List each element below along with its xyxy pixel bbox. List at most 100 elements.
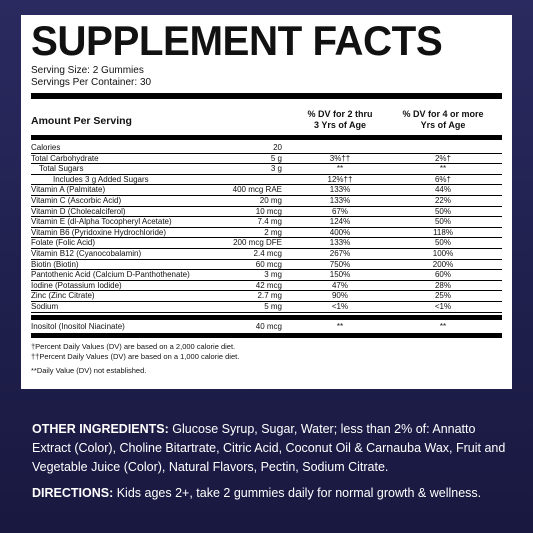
table-row: Vitamin A (Palmitate) 400 mcg RAE 133% 44%: [31, 185, 502, 196]
nutrient-dv-older: [384, 143, 502, 153]
nutrient-amount: 3 g: [270, 164, 282, 174]
nutrient-dv-older: <1%: [434, 301, 452, 311]
nutrient-amount: 3 mg: [264, 270, 282, 280]
footnote-double-dagger: ††Percent Daily Values (DV) are based on…: [31, 351, 240, 361]
nutrient-dv-kids: 133%: [329, 195, 351, 205]
nutrient-dv-kids: **: [336, 321, 344, 331]
nutrient-amount: 200 mcg DFE: [233, 238, 282, 248]
nutrient-dv-older: **: [439, 164, 447, 174]
table-header: Amount Per Serving % DV for 2 thru 3 Yrs…: [31, 101, 502, 135]
nutrient-dv-kids: 47%: [331, 280, 348, 290]
inositol-divider: [31, 314, 502, 320]
nutrient-name: Vitamin B12 (Cyanocobalamin): [31, 248, 142, 258]
nutrient-dv-older: 50%: [434, 217, 451, 227]
nutrient-dv-older: 22%: [434, 195, 451, 205]
nutrient-amount: 7.4 mg: [257, 217, 282, 227]
footnote-dagger: †Percent Daily Values (DV) are based on …: [31, 341, 236, 351]
nutrient-amount: [227, 175, 296, 185]
nutrient-table: Calories 20 Total Carbohydrate 5 g 3%†† 2%† To…: [31, 143, 502, 313]
nutrient-amount: 2.4 mcg: [253, 248, 282, 258]
table-row: Iodine (Potassium Iodide) 42 mcg 47% 28%: [31, 281, 502, 292]
nutrient-name: Vitamin B6 (Pyridoxine Hydrochloride): [31, 227, 167, 237]
nutrient-amount: 42 mcg: [255, 280, 282, 290]
table-row: Pantothenic Acid (Calcium D-Panthothenat…: [31, 270, 502, 281]
nutrient-name: Zinc (Zinc Citrate): [31, 291, 95, 301]
other-ingredients: OTHER INGREDIENTS: Glucose Syrup, Sugar,…: [32, 420, 507, 477]
nutrient-dv-kids: <1%: [331, 301, 349, 311]
nutrient-dv-kids: 133%: [329, 238, 351, 248]
nutrient-dv-kids: 3%††: [329, 153, 351, 163]
dv-kids-header: % DV for 2 thru 3 Yrs of Age: [307, 109, 373, 130]
nutrient-dv-older: 50%: [434, 238, 451, 248]
nutrient-name: Vitamin C (Ascorbic Acid): [31, 195, 122, 205]
table-row: Vitamin E (dl-Alpha Tocopheryl Acetate) 7…: [31, 217, 502, 228]
nutrient-dv-kids: 12%††: [327, 174, 353, 184]
nutrient-name: Sodium: [31, 301, 59, 311]
nutrient-name: Vitamin E (dl-Alpha Tocopheryl Acetate): [31, 217, 172, 227]
nutrient-name: Total Sugars: [39, 164, 84, 174]
nutrient-name: Pantothenic Acid (Calcium D-Panthothenat…: [31, 270, 190, 280]
nutrient-name: Inositol (Inositol Niacinate): [31, 321, 125, 331]
table-row: Vitamin D (Cholecalciferol) 10 mcg 67% 50%: [31, 207, 502, 218]
table-row: Calories 20: [31, 143, 502, 154]
table-row: Vitamin B6 (Pyridoxine Hydrochloride) 2 m…: [31, 228, 502, 239]
nutrient-dv-older: 60%: [434, 270, 451, 280]
nutrient-amount: 10 mcg: [255, 206, 282, 216]
supplement-facts-panel: SUPPLEMENT FACTS Serving Size: 2 Gummies…: [21, 15, 512, 389]
nutrient-amount: 60 mcg: [255, 259, 282, 269]
nutrient-name: Total Carbohydrate: [31, 153, 99, 163]
nutrient-name: Biotin (Biotin): [31, 259, 79, 269]
nutrient-dv-older: **: [439, 321, 447, 331]
table-row: Folate (Folic Acid) 200 mcg DFE 133% 50%: [31, 238, 502, 249]
nutrient-dv-older: 6%†: [434, 174, 451, 184]
table-row: Biotin (Biotin) 60 mcg 750% 200%: [31, 260, 502, 271]
nutrient-amount: 20: [273, 143, 282, 152]
panel-title: SUPPLEMENT FACTS: [31, 17, 443, 64]
nutrient-dv-kids: 750%: [329, 259, 351, 269]
nutrient-dv-older: 50%: [434, 206, 451, 216]
table-row: Zinc (Zinc Citrate) 2.7 mg 90% 25%: [31, 291, 502, 302]
nutrient-dv-older: 25%: [434, 291, 451, 301]
nutrient-amount: 5 g: [270, 153, 282, 163]
nutrient-dv-kids: 124%: [329, 217, 351, 227]
thick-divider: [31, 93, 502, 99]
nutrient-dv-kids: 90%: [331, 291, 348, 301]
nutrient-dv-older: 2%†: [434, 153, 451, 163]
nutrient-amount: 5 mg: [264, 301, 282, 311]
dv-older-header: % DV for 4 or more Yrs of Age: [402, 109, 484, 130]
nutrient-dv-older: 200%: [432, 259, 454, 269]
table-row: Sodium 5 mg <1% <1%: [31, 302, 502, 313]
nutrient-dv-kids: 400%: [329, 227, 351, 237]
table-row: Includes 3 g Added Sugars 12%†† 6%†: [31, 175, 502, 186]
nutrient-dv-older: 118%: [433, 227, 453, 237]
nutrient-name: Iodine (Potassium Iodide): [31, 280, 122, 290]
other-ingredients-label: OTHER INGREDIENTS:: [32, 422, 169, 436]
other-ingredients-text: Glucose Syrup, Sugar, Water; less than 2…: [32, 422, 506, 474]
serving-size: Serving Size: 2 Gummies: [31, 65, 144, 76]
nutrient-name: Vitamin A (Palmitate): [31, 185, 106, 195]
nutrient-dv-older: 100%: [432, 248, 454, 258]
table-row: Total Sugars 3 g ** **: [31, 164, 502, 175]
nutrient-amount: 2 mg: [264, 227, 282, 237]
servings-per-container: Servings Per Container: 30: [31, 77, 152, 88]
directions: DIRECTIONS: Kids ages 2+, take 2 gummies…: [32, 484, 507, 503]
table-row: Vitamin B12 (Cyanocobalamin) 2.4 mcg 267% 1…: [31, 249, 502, 260]
directions-label: DIRECTIONS:: [32, 486, 114, 500]
nutrient-amount: 20 mg: [259, 195, 282, 205]
nutrient-amount: 400 mcg RAE: [232, 185, 282, 195]
footnote-asterisk: **Daily Value (DV) not established.: [31, 365, 147, 375]
nutrient-dv-kids: [296, 143, 384, 153]
table-row-inositol: Inositol (Inositol Niacinate) 40 mcg ** …: [31, 320, 502, 333]
nutrient-dv-kids: 67%: [331, 206, 348, 216]
nutrient-amount: 2.7 mg: [257, 291, 282, 301]
directions-text: Kids ages 2+, take 2 gummies daily for n…: [113, 486, 482, 500]
nutrient-dv-older: 44%: [434, 185, 451, 195]
nutrient-name: Vitamin D (Cholecalciferol): [31, 206, 126, 216]
nutrient-name: Calories: [31, 143, 61, 152]
nutrient-name: Includes 3 g Added Sugars: [53, 174, 149, 184]
nutrient-dv-kids: 267%: [329, 248, 351, 258]
amount-per-serving-header: Amount Per Serving: [31, 114, 132, 127]
nutrient-dv-older: 28%: [434, 280, 451, 290]
nutrient-name: Folate (Folic Acid): [31, 238, 96, 248]
nutrient-dv-kids: **: [336, 164, 344, 174]
